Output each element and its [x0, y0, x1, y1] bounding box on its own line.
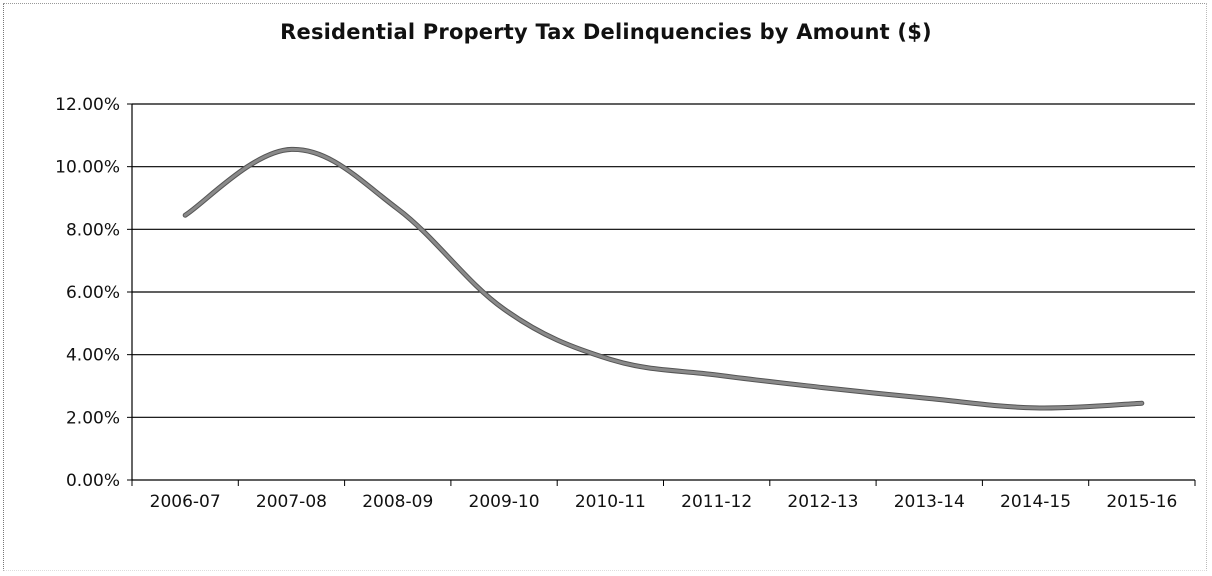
data-point — [608, 357, 613, 362]
x-tick-label: 2007-08 — [256, 492, 327, 512]
y-tick-label: 12.00% — [55, 95, 120, 115]
y-tick-label: 4.00% — [66, 346, 120, 366]
x-tick-label: 2006-07 — [150, 492, 221, 512]
data-point — [289, 147, 294, 152]
data-point — [1033, 405, 1038, 410]
y-tick-label: 2.00% — [66, 408, 120, 428]
x-tick-label: 2008-09 — [362, 492, 433, 512]
data-point — [820, 385, 825, 390]
data-point — [714, 373, 719, 378]
x-tick-label: 2015-16 — [1106, 492, 1177, 512]
data-point — [395, 206, 400, 211]
gridlines — [132, 103, 1195, 418]
x-tick-label: 2011-12 — [681, 492, 752, 512]
y-tick-label: 10.00% — [55, 158, 120, 178]
x-tick-labels: 2006-07 2007-08 2008-09 2009-10 2010-11 2011-… — [150, 492, 1178, 512]
chart-title: Residential Property Tax Delinquencies b… — [280, 20, 932, 44]
chart-frame — [3, 3, 1207, 571]
data-point — [183, 213, 188, 218]
x-tick-label: 2013-14 — [894, 492, 965, 512]
data-point — [502, 307, 507, 312]
series-line — [183, 147, 1144, 410]
x-tick-label: 2009-10 — [469, 492, 540, 512]
y-tick-labels: 0.00% 2.00% 4.00% 6.00% 8.00% 10.00% 12.00% — [55, 95, 120, 491]
x-tick-label: 2014-15 — [1000, 492, 1071, 512]
axes — [127, 103, 1196, 486]
x-tick-label: 2012-13 — [787, 492, 858, 512]
data-point — [927, 396, 932, 401]
y-tick-label: 8.00% — [66, 220, 120, 240]
y-tick-label: 6.00% — [66, 283, 120, 303]
series-lines — [182, 146, 1145, 411]
y-tick-label: 0.00% — [66, 471, 120, 491]
data-point — [1139, 401, 1144, 406]
x-tick-label: 2010-11 — [575, 492, 646, 512]
